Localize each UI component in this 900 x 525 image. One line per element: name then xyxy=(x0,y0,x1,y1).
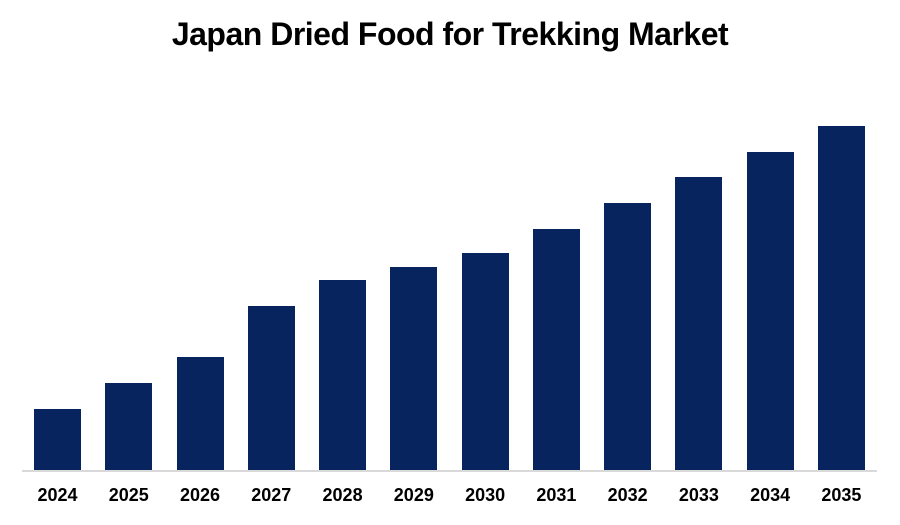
x-tick-label-2031: 2031 xyxy=(536,485,577,505)
bar-2033 xyxy=(675,177,723,471)
bar-2030 xyxy=(461,253,509,471)
x-tick-label-2027: 2027 xyxy=(251,485,292,505)
chart-title: Japan Dried Food for Trekking Market xyxy=(171,16,729,52)
x-tick-label-2028: 2028 xyxy=(322,485,363,505)
plot-area xyxy=(22,126,877,471)
x-axis-line xyxy=(22,470,877,472)
x-tick-label-2029: 2029 xyxy=(393,485,434,505)
bar-2024 xyxy=(34,409,81,471)
x-tick-label-2024: 2024 xyxy=(37,485,78,505)
x-tick-label-2033: 2033 xyxy=(678,485,719,505)
x-tick-label-2035: 2035 xyxy=(821,485,862,505)
bar-2029 xyxy=(390,267,438,471)
x-tick-label-2026: 2026 xyxy=(180,485,221,505)
bar-2028 xyxy=(319,280,367,471)
bar-2027 xyxy=(247,306,295,471)
x-axis-tick-labels: 2024 2025 2026 2027 2028 2029 2030 2031 2032 2033… xyxy=(22,485,877,506)
bar-2032 xyxy=(604,203,652,471)
bar-2026 xyxy=(176,357,224,471)
x-tick-label-2034: 2034 xyxy=(750,485,791,505)
x-tick-label-2030: 2030 xyxy=(465,485,506,505)
bar-2031 xyxy=(532,229,580,471)
bar-2034 xyxy=(746,152,794,471)
bar-2035 xyxy=(817,126,865,471)
x-tick-label-2032: 2032 xyxy=(607,485,648,505)
bar-2025 xyxy=(105,383,153,471)
x-tick-label-2025: 2025 xyxy=(108,485,149,505)
